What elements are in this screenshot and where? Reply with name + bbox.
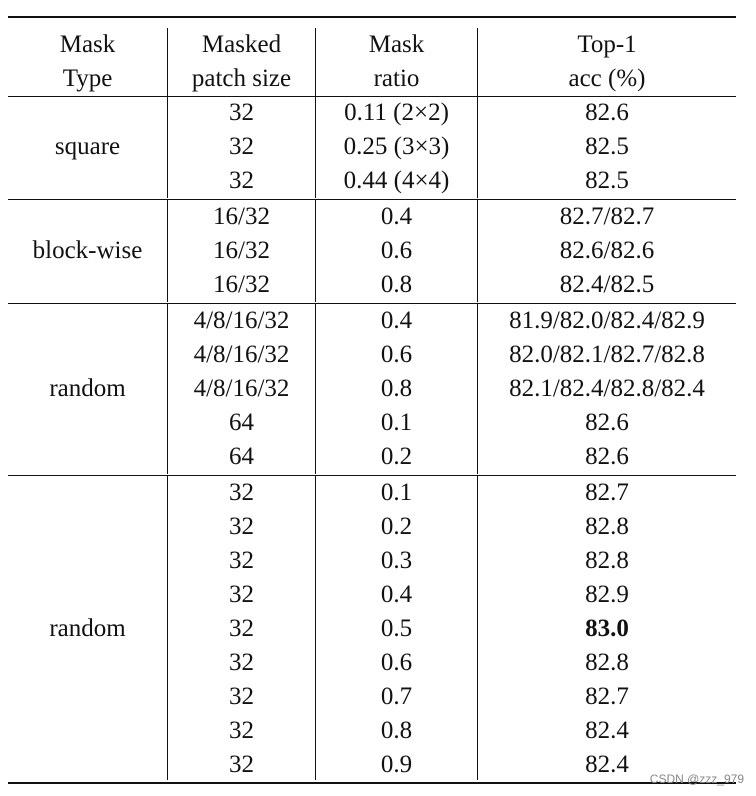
cell-top1-acc: 82.6 [585,409,629,436]
header-mask-ratio-line1: Mask [368,31,425,58]
column-separator [167,200,168,302]
cell-mask-ratio: 0.8 [380,271,413,298]
cell-mask-ratio: 0.9 [380,751,413,778]
group-rule [8,475,736,476]
cell-top1-acc: 82.0/82.1/82.7/82.8 [509,341,705,368]
cell-mask-ratio: 0.44 (4×4) [343,167,450,194]
watermark: CSDN @zzz_979 [649,772,744,786]
table-top-rule [8,16,736,18]
cell-top1-acc: 82.6 [585,443,629,470]
cell-patch-size: 32 [229,683,254,710]
cell-patch-size: 4/8/16/32 [193,307,290,334]
column-separator [315,304,316,474]
column-separator [315,28,316,96]
cell-top1-acc: 82.1/82.4/82.8/82.4 [509,375,705,402]
cell-top1-acc: 82.7/82.7 [559,203,655,230]
header-mask-ratio-line2: ratio [373,65,420,92]
cell-patch-size: 32 [229,717,254,744]
cell-top1-acc: 82.4/82.5 [559,271,655,298]
cell-mask-type: random [49,615,126,642]
cell-mask-ratio: 0.5 [380,615,413,642]
column-separator [477,200,478,302]
cell-patch-size: 16/32 [213,237,270,264]
cell-top1-acc: 82.4 [585,717,629,744]
header-mask-type-line2: Type [62,65,113,92]
cell-patch-size: 32 [229,513,254,540]
cell-mask-ratio: 0.4 [380,581,413,608]
header-top1-line2: acc (%) [568,65,646,92]
cell-top1-acc: 82.9 [585,581,629,608]
cell-patch-size: 32 [229,547,254,574]
cell-top1-acc: 82.6 [585,99,629,126]
group-rule [8,199,736,200]
column-separator [477,96,478,198]
cell-mask-ratio: 0.6 [380,649,413,676]
column-separator [477,28,478,96]
cell-top1-acc: 82.5 [585,133,629,160]
cell-top1-acc: 81.9/82.0/82.4/82.9 [509,307,705,334]
cell-top1-acc: 82.8 [585,547,629,574]
column-separator [315,200,316,302]
cell-top1-acc: 82.8 [585,513,629,540]
cell-patch-size: 16/32 [213,203,270,230]
column-separator [167,304,168,474]
cell-patch-size: 32 [229,581,254,608]
cell-mask-ratio: 0.2 [380,443,413,470]
cell-patch-size: 64 [229,443,254,470]
cell-patch-size: 64 [229,409,254,436]
header-patch-size-line2: patch size [191,65,292,92]
cell-mask-ratio: 0.11 (2×2) [344,99,449,126]
cell-mask-ratio: 0.4 [380,203,413,230]
column-separator [315,96,316,198]
cell-mask-ratio: 0.1 [380,409,413,436]
cell-patch-size: 32 [229,99,254,126]
cell-mask-ratio: 0.8 [380,717,413,744]
cell-mask-ratio: 0.8 [380,375,413,402]
column-separator [477,476,478,780]
header-mask-type-line1: Mask [59,31,116,58]
cell-top1-acc: 82.5 [585,167,629,194]
column-separator [167,476,168,780]
cell-mask-ratio: 0.6 [380,237,413,264]
cell-top1-acc: 82.6/82.6 [559,237,655,264]
cell-patch-size: 32 [229,649,254,676]
cell-top1-acc: 82.7 [585,479,629,506]
column-separator [477,304,478,474]
cell-mask-ratio: 0.7 [380,683,413,710]
column-separator [167,96,168,198]
cell-patch-size: 32 [229,479,254,506]
cell-patch-size: 32 [229,167,254,194]
cell-top1-acc: 82.4 [585,751,629,778]
cell-mask-ratio: 0.3 [380,547,413,574]
cell-mask-ratio: 0.1 [380,479,413,506]
table-bottom-rule [8,782,736,784]
cell-patch-size: 32 [229,615,254,642]
cell-mask-type: block-wise [32,237,143,264]
header-top1-line1: Top-1 [577,31,637,58]
cell-patch-size: 32 [229,133,254,160]
cell-patch-size: 4/8/16/32 [193,375,290,402]
header-patch-size-line1: Masked [201,31,282,58]
header-rule [8,96,736,97]
cell-mask-ratio: 0.6 [380,341,413,368]
cell-mask-ratio: 0.25 (3×3) [343,133,450,160]
cell-top1-acc: 82.8 [585,649,629,676]
column-separator [315,476,316,780]
cell-mask-type: random [49,375,126,402]
cell-patch-size: 16/32 [213,271,270,298]
cell-top1-acc: 82.7 [585,683,629,710]
group-rule [8,303,736,304]
cell-mask-ratio: 0.4 [380,307,413,334]
column-separator [167,28,168,96]
cell-top1-acc: 83.0 [585,615,629,642]
cell-mask-ratio: 0.2 [380,513,413,540]
cell-patch-size: 32 [229,751,254,778]
cell-patch-size: 4/8/16/32 [193,341,290,368]
cell-mask-type: square [54,133,121,160]
